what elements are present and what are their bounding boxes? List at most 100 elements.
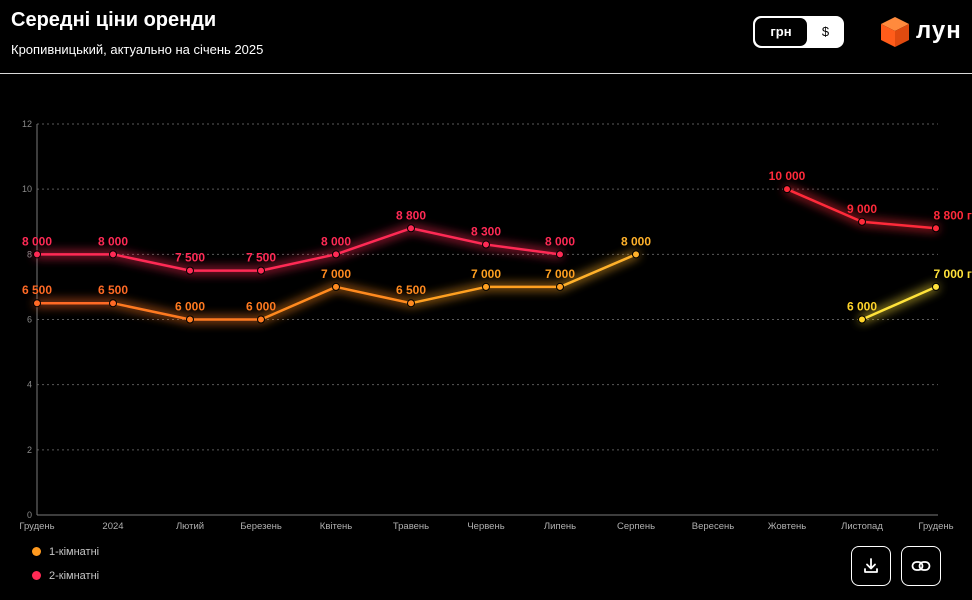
- x-tick-label: Липень: [544, 521, 576, 532]
- series-1-data-label: 7 000 грн: [934, 267, 972, 281]
- series-2-segment: [860, 220, 938, 230]
- series-1-point: [109, 299, 117, 308]
- x-tick-label: Травень: [393, 521, 429, 532]
- series-2-point: [109, 250, 117, 259]
- series-1-segment: [259, 285, 338, 321]
- y-tick-label: 6: [27, 315, 32, 325]
- currency-usd-button[interactable]: $: [821, 24, 830, 39]
- y-tick-label: 12: [22, 119, 32, 129]
- series-1-point: [932, 282, 940, 291]
- x-tick-label: Квітень: [320, 521, 352, 532]
- series-2-data-label: 8 300: [471, 225, 501, 239]
- currency-uah-button[interactable]: грн: [755, 18, 807, 46]
- series-2-segment: [334, 227, 413, 256]
- x-tick-label: Листопад: [841, 521, 883, 532]
- legend-2-room-swatch: [32, 571, 41, 580]
- x-tick-label: Серпень: [617, 521, 655, 532]
- series-2-segment: [259, 253, 338, 272]
- series-2-point: [556, 250, 564, 259]
- x-tick-label: Грудень: [918, 521, 953, 532]
- series-2-data-label: 9 000: [847, 202, 877, 216]
- series-2-data-label: 8 000: [321, 234, 351, 248]
- series-1-point: [257, 315, 265, 324]
- series-1-data-label: 6 000: [847, 300, 877, 314]
- series-2-data-label: 8 800: [396, 208, 426, 222]
- series-1-point: [186, 315, 194, 324]
- y-tick-label: 0: [27, 510, 32, 520]
- legend-item-1-room[interactable]: 1-кімнатні: [32, 546, 99, 558]
- download-button[interactable]: [851, 546, 891, 586]
- x-tick-label: Лютий: [176, 521, 204, 532]
- series-1-segment: [409, 285, 488, 305]
- copy-link-button[interactable]: [901, 546, 941, 586]
- series-1-data-label: 6 500: [98, 283, 128, 297]
- series-2-data-label: 7 500: [246, 251, 276, 265]
- series-1-segment: [860, 285, 938, 321]
- series-2-data-label: 10 000: [769, 169, 806, 183]
- x-tick-label: Червень: [467, 521, 504, 532]
- chart-header: Середні ціни оренди Кропивницький, актуа…: [0, 0, 972, 74]
- series-2-segment: [111, 253, 192, 272]
- series-2-data-label: 8 000: [22, 234, 52, 248]
- series-2-data-label: 8 000: [98, 234, 128, 248]
- series-1-data-label: 7 000: [471, 267, 501, 281]
- series-2-segment: [785, 187, 864, 223]
- y-tick-label: 10: [22, 184, 32, 194]
- download-icon: [864, 558, 878, 573]
- series-1-point: [858, 315, 866, 324]
- series-1-point: [33, 299, 41, 308]
- chart-data-labels: 6 500 6 500 6 000 6 000 7 000 6 500 7 000 7 000…: [22, 169, 972, 313]
- series-2-segment: [409, 227, 488, 246]
- legend-2-room-label: 2-кімнатні: [49, 570, 100, 582]
- series-1-segment: [111, 301, 192, 321]
- series-1-segment: [334, 285, 413, 305]
- chart-lines: [35, 187, 938, 321]
- series-1-point: [632, 250, 640, 259]
- series-1-point: [482, 282, 490, 291]
- series-2-point: [858, 217, 866, 226]
- series-1-segment: [558, 253, 638, 289]
- y-tick-label: 8: [27, 249, 32, 259]
- x-tick-label: Грудень: [19, 521, 54, 532]
- chart-points: [33, 185, 940, 324]
- series-1-data-label: 6 000: [246, 300, 276, 314]
- page-title: Середні ціни оренди: [11, 9, 217, 31]
- currency-toggle: грн $: [753, 16, 844, 48]
- series-1-data-label: 7 000: [321, 267, 351, 281]
- page-subtitle: Кропивницький, актуально на січень 2025: [11, 42, 264, 57]
- series-2-point: [407, 224, 415, 233]
- x-tick-label: Березень: [240, 521, 282, 532]
- x-tick-label: 2024: [102, 521, 123, 532]
- link-icon: [911, 561, 931, 571]
- x-tick-label: Жовтень: [768, 521, 807, 532]
- series-2-point: [186, 266, 194, 275]
- series-1-data-label: 7 000: [545, 267, 575, 281]
- series-2-segment: [484, 243, 562, 256]
- series-1-data-label: 6 500: [396, 283, 426, 297]
- series-2-data-label: 8 000: [545, 234, 575, 248]
- brand-logo-text: лун: [916, 17, 962, 44]
- legend-1-room-swatch: [32, 547, 41, 556]
- chart-axes: 0 2 4 6 8 10 12 Грудень 2024 Лютий Березень Квітень…: [19, 119, 953, 532]
- series-1-data-label: 6 000: [175, 300, 205, 314]
- series-2-data-label: 7 500: [175, 251, 205, 265]
- series-2-data-label: 8 800 грн: [934, 208, 972, 222]
- legend-1-room-label: 1-кімнатні: [49, 546, 100, 558]
- series-1-point: [332, 282, 340, 291]
- series-1-point: [407, 299, 415, 308]
- chart-line-glow: [34, 186, 939, 323]
- series-1-point: [556, 282, 564, 291]
- cube-logo-icon: [881, 17, 909, 47]
- series-2-point: [257, 266, 265, 275]
- series-2-point: [33, 250, 41, 259]
- series-2-point: [932, 224, 940, 233]
- y-tick-label: 4: [27, 380, 32, 390]
- y-tick-label: 2: [27, 445, 32, 455]
- series-1-data-label: 6 500: [22, 283, 52, 297]
- rent-price-chart: 0 2 4 6 8 10 12 Грудень 2024 Лютий Березень Квітень…: [19, 119, 972, 532]
- series-2-point: [783, 185, 791, 194]
- legend-item-2-room[interactable]: 2-кімнатні: [32, 570, 99, 582]
- x-tick-label: Вересень: [692, 521, 734, 532]
- series-2-point: [332, 250, 340, 259]
- series-1-data-label: 8 000: [621, 234, 651, 248]
